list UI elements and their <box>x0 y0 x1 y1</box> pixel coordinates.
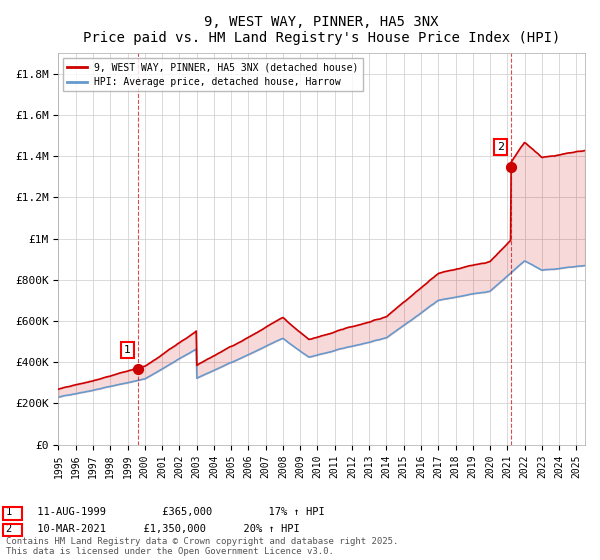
Legend: 9, WEST WAY, PINNER, HA5 3NX (detached house), HPI: Average price, detached hous: 9, WEST WAY, PINNER, HA5 3NX (detached h… <box>64 58 363 91</box>
Text: 1    11-AUG-1999         £365,000         17% ↑ HPI: 1 11-AUG-1999 £365,000 17% ↑ HPI <box>6 507 325 517</box>
Point <box>506 162 515 171</box>
Text: 2: 2 <box>497 142 504 152</box>
Text: 2    10-MAR-2021      £1,350,000      20% ↑ HPI: 2 10-MAR-2021 £1,350,000 20% ↑ HPI <box>6 524 300 534</box>
Title: 9, WEST WAY, PINNER, HA5 3NX
Price paid vs. HM Land Registry's House Price Index: 9, WEST WAY, PINNER, HA5 3NX Price paid … <box>83 15 560 45</box>
Text: 1: 1 <box>124 345 131 355</box>
Text: Contains HM Land Registry data © Crown copyright and database right 2025.
This d: Contains HM Land Registry data © Crown c… <box>6 537 398 557</box>
Point <box>133 365 143 374</box>
